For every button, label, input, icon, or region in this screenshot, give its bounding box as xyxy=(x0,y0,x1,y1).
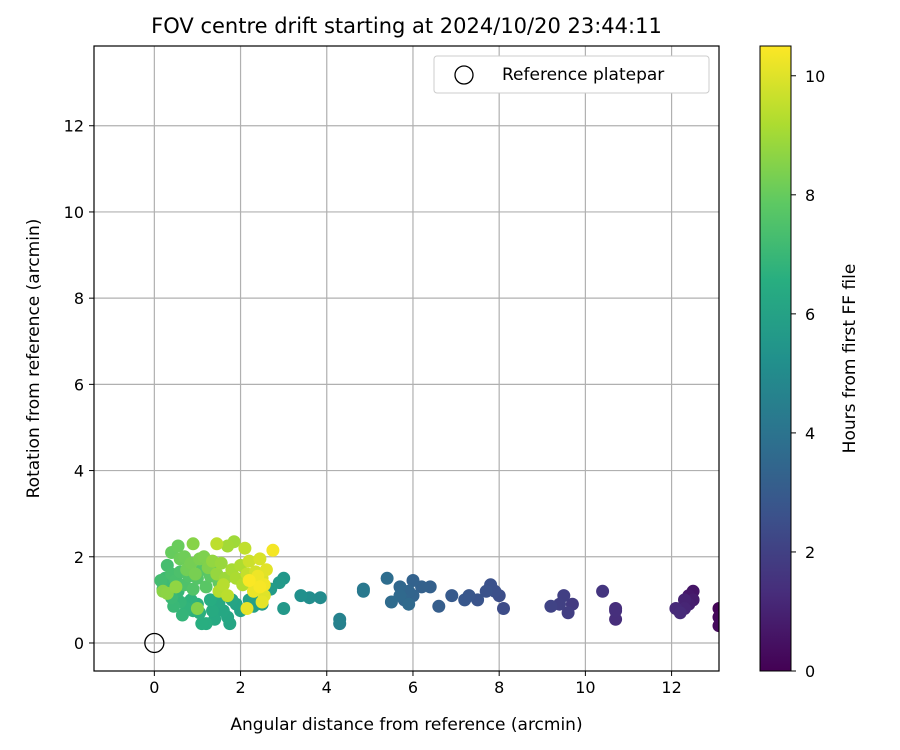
scatter-point xyxy=(206,604,219,618)
legend-entry-reference-platepar: Reference platepar xyxy=(502,65,664,85)
colorbar-tick-label: 2 xyxy=(805,543,815,562)
scatter-point xyxy=(294,589,308,603)
scatter-point xyxy=(356,584,370,598)
scatter-point xyxy=(203,593,217,607)
scatter-point xyxy=(221,539,235,553)
y-tick-label: 4 xyxy=(74,462,84,481)
scatter-point xyxy=(609,604,623,618)
legend-marker-circle xyxy=(454,65,474,85)
scatter-point xyxy=(333,612,347,626)
scatter-point xyxy=(596,584,610,598)
scatter-point xyxy=(171,539,185,553)
colorbar-tick-label: 6 xyxy=(805,305,815,324)
scatter-point xyxy=(380,571,394,585)
scatter-point xyxy=(402,597,416,611)
scatter-point xyxy=(277,602,291,615)
scatter-point xyxy=(712,619,719,633)
y-tick-label: 0 xyxy=(74,634,84,653)
x-tick-label: 10 xyxy=(575,678,595,697)
x-tick-label: 8 xyxy=(494,678,504,697)
scatter-point xyxy=(242,554,256,568)
x-tick-label: 0 xyxy=(149,678,159,697)
x-axis-ticks: 0 2 4 6 8 10 12 xyxy=(149,671,682,697)
colorbar-tick-label: 8 xyxy=(805,186,815,205)
chart-title: FOV centre drift starting at 2024/10/20 … xyxy=(151,14,662,38)
scatter-point xyxy=(253,552,267,566)
scatter-point xyxy=(240,602,254,615)
y-axis-ticks: 0 2 4 6 8 10 12 xyxy=(64,117,94,653)
scatter-point xyxy=(406,574,420,587)
colorbar-tick-label: 0 xyxy=(805,662,815,681)
data-points xyxy=(154,535,719,633)
scatter-point xyxy=(479,584,493,598)
x-tick-label: 6 xyxy=(408,678,418,697)
scatter-point xyxy=(544,599,558,613)
scatter-point xyxy=(186,537,200,551)
plot-area-frame xyxy=(93,45,720,672)
x-tick-label: 2 xyxy=(235,678,245,697)
x-tick-label: 12 xyxy=(661,678,681,697)
reference-marker xyxy=(144,632,165,654)
legend-box xyxy=(433,55,710,94)
scatter-point xyxy=(216,578,230,592)
y-axis-label: Rotation from reference (arcmin) xyxy=(24,219,44,499)
legend: Reference platepar xyxy=(433,55,710,94)
scatter-point xyxy=(199,580,213,594)
scatter-point xyxy=(175,608,189,622)
scatter-point xyxy=(154,574,168,587)
scatter-point xyxy=(255,595,269,609)
y-tick-label: 8 xyxy=(74,289,84,308)
scatter-point xyxy=(561,606,575,620)
scatter-point xyxy=(253,580,267,594)
y-tick-label: 6 xyxy=(74,375,84,394)
scatter-point xyxy=(188,567,202,581)
scatter-point xyxy=(210,537,224,551)
scatter-point xyxy=(497,602,510,615)
y-tick-label: 10 xyxy=(64,203,84,222)
scatter-point xyxy=(445,589,459,603)
colorbar-label: Hours from first FF file xyxy=(840,264,860,454)
reference-platepar-point xyxy=(144,632,165,654)
x-axis-label: Angular distance from reference (arcmin) xyxy=(230,715,582,735)
colorbar: 0 2 4 6 8 10 Hours from first FF file xyxy=(759,45,860,681)
scatter-point xyxy=(313,591,327,605)
scatter-point xyxy=(186,582,200,596)
scatter-point xyxy=(458,593,472,607)
scatter-point xyxy=(673,606,687,620)
scatter-point xyxy=(238,541,252,555)
y-tick-label: 2 xyxy=(74,548,84,567)
scatter-point xyxy=(195,617,209,631)
scatter-point xyxy=(266,543,280,557)
colorbar-tick-label: 4 xyxy=(805,424,815,443)
y-tick-label: 12 xyxy=(64,117,84,136)
scatter-point xyxy=(384,595,398,609)
scatter-point xyxy=(221,589,235,603)
scatter-point xyxy=(169,580,183,594)
scatter-point xyxy=(242,574,256,587)
colorbar-ticks: 0 2 4 6 8 10 xyxy=(791,67,825,681)
scatter-point xyxy=(432,599,446,613)
scatter-point xyxy=(214,556,228,570)
scatter-point xyxy=(190,602,204,615)
colorbar-tick-label: 10 xyxy=(805,67,825,86)
x-tick-label: 4 xyxy=(322,678,332,697)
colorbar-gradient xyxy=(759,45,792,672)
